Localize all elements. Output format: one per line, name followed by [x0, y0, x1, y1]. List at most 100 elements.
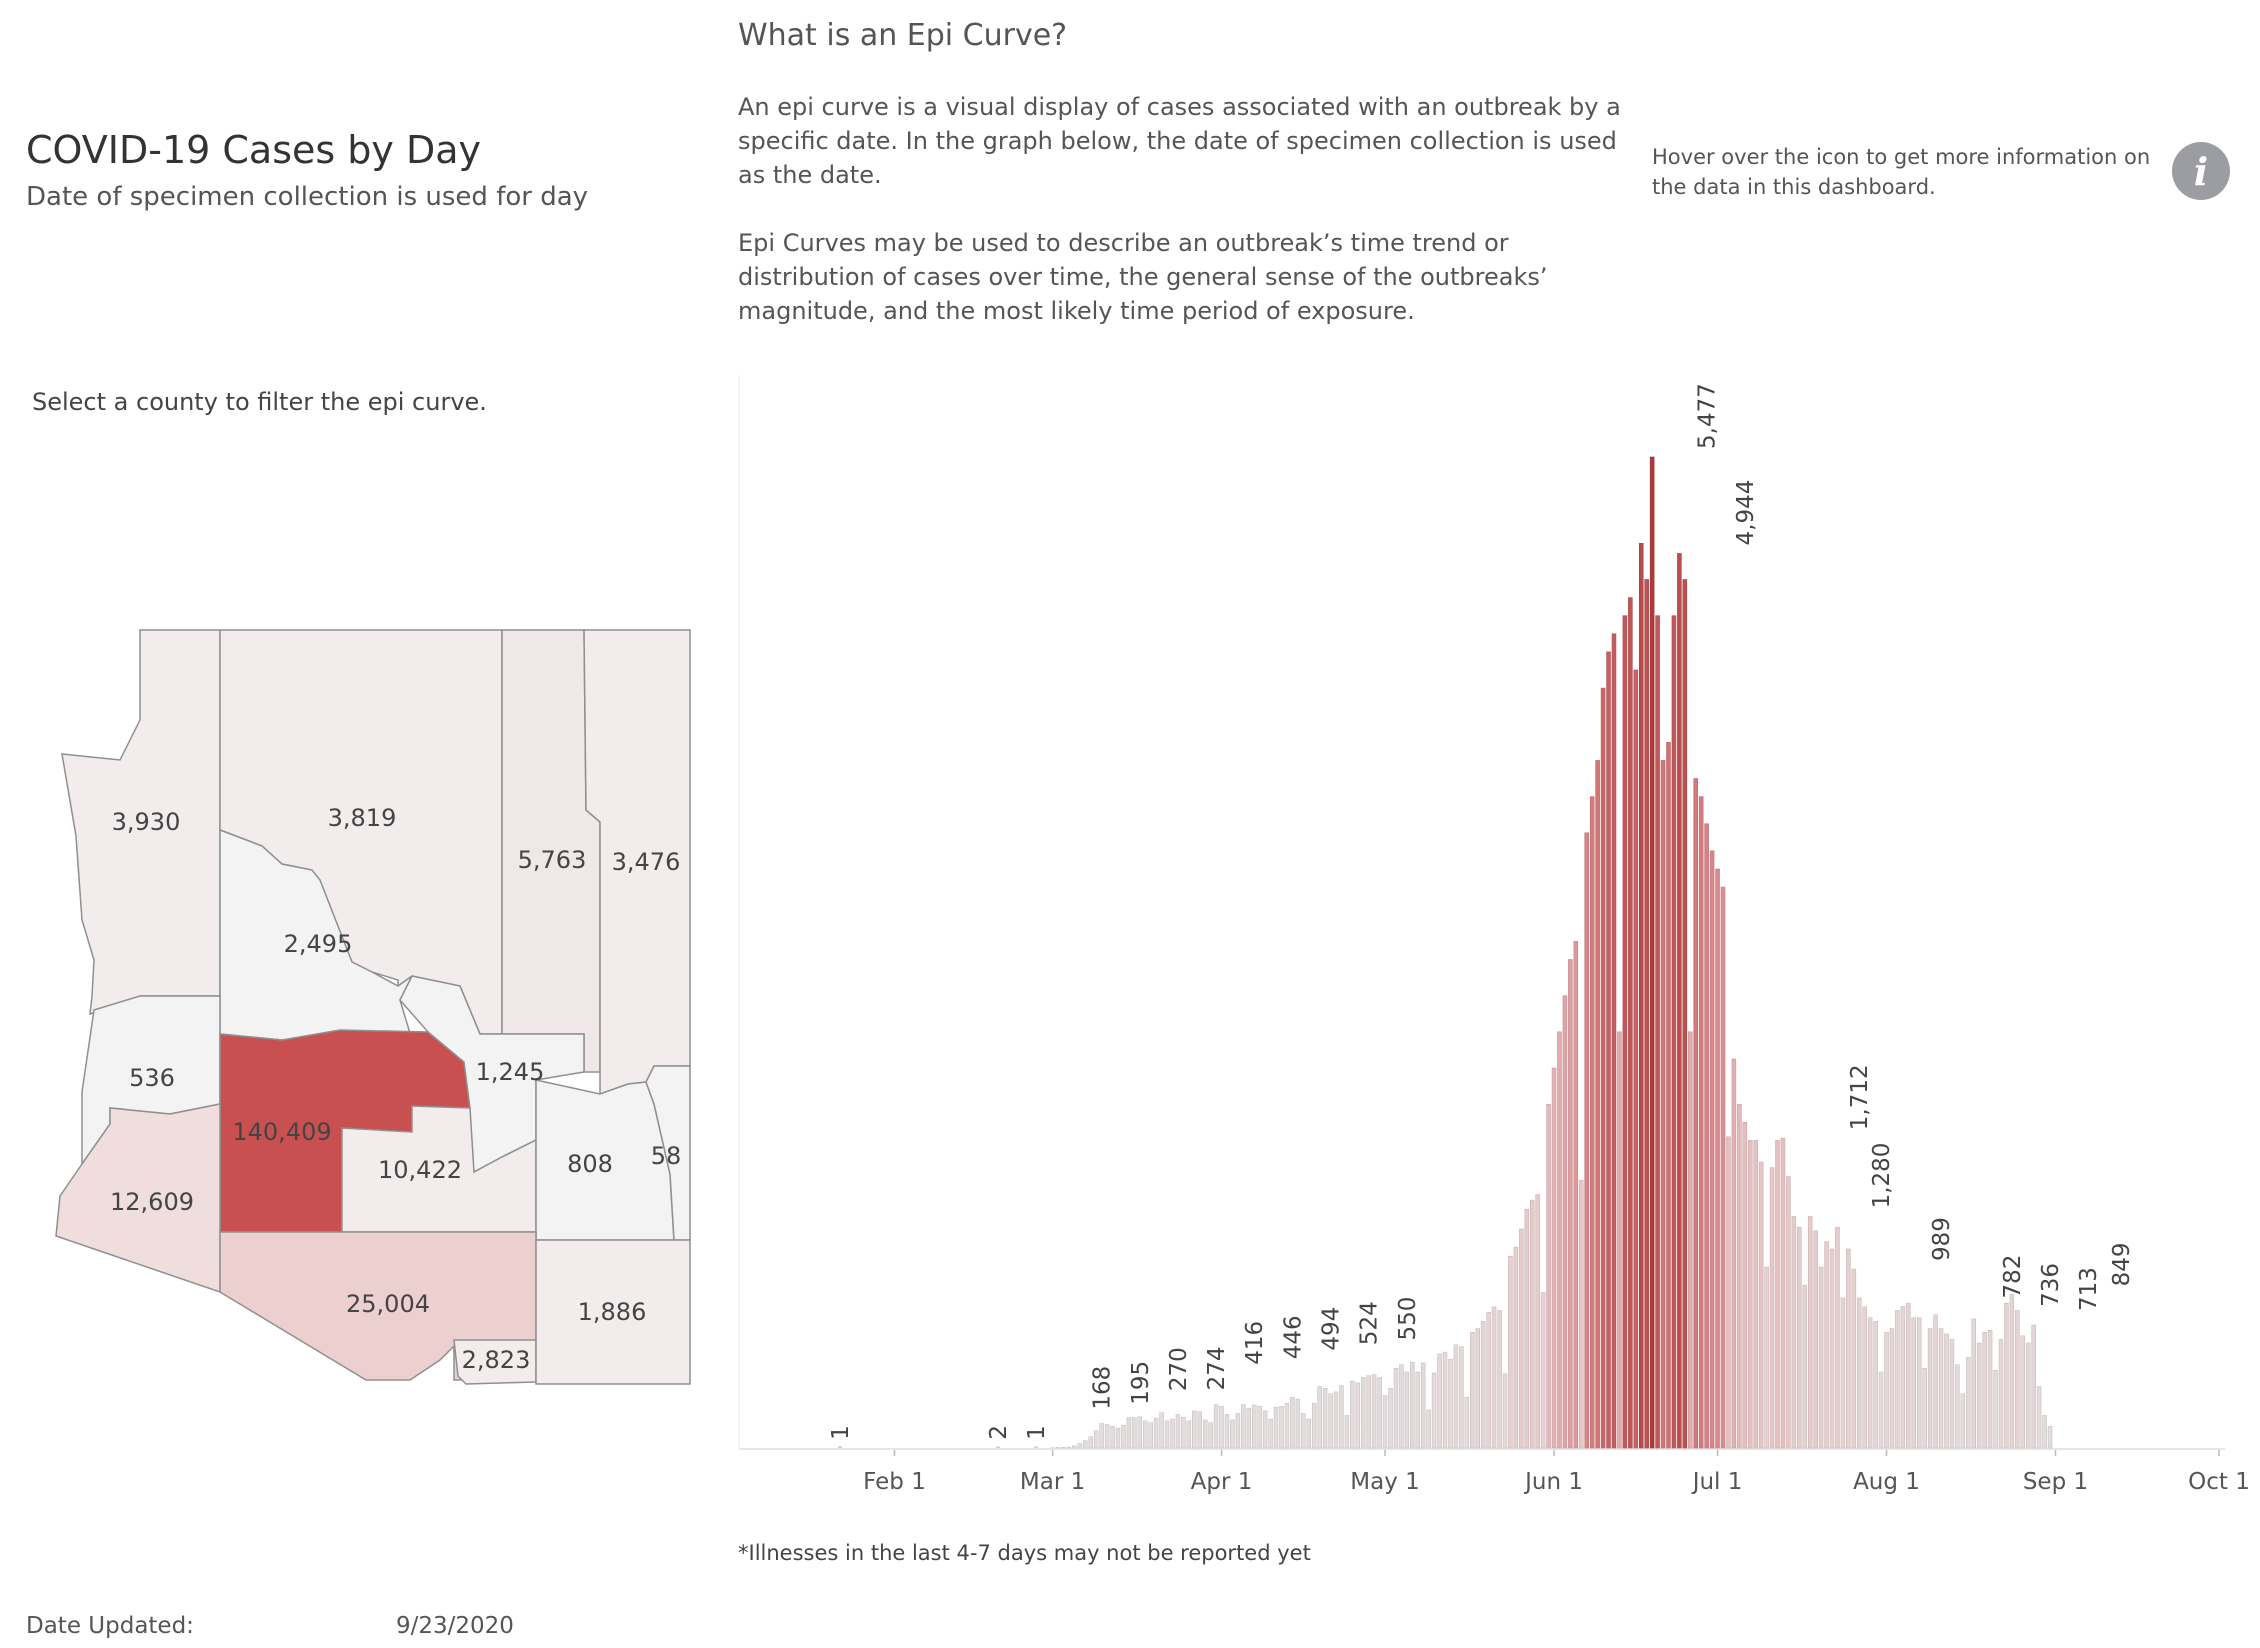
bar[interactable]: [1938, 1328, 1944, 1449]
bar[interactable]: [1219, 1406, 1224, 1449]
bar[interactable]: [1126, 1417, 1132, 1449]
bar[interactable]: [1595, 760, 1600, 1449]
bar[interactable]: [1589, 796, 1595, 1449]
bar[interactable]: [1611, 633, 1617, 1449]
bar[interactable]: [1966, 1357, 1971, 1449]
bar[interactable]: [1846, 1248, 1851, 1449]
bar[interactable]: [1856, 1297, 1862, 1449]
bar[interactable]: [1600, 687, 1606, 1449]
bar[interactable]: [1638, 543, 1644, 1449]
bar[interactable]: [1077, 1443, 1083, 1449]
bar[interactable]: [1769, 1167, 1775, 1449]
bar[interactable]: [1540, 1292, 1546, 1449]
bar[interactable]: [1415, 1371, 1421, 1449]
bar[interactable]: [1987, 1330, 1993, 1449]
bar[interactable]: [1519, 1228, 1524, 1449]
bar[interactable]: [1818, 1266, 1824, 1449]
bar[interactable]: [1791, 1216, 1797, 1449]
bar[interactable]: [1088, 1436, 1093, 1449]
bar[interactable]: [1906, 1302, 1911, 1449]
county-yuma[interactable]: [55, 1103, 221, 1294]
bar[interactable]: [1747, 1140, 1753, 1449]
bar[interactable]: [1442, 1351, 1448, 1449]
bar[interactable]: [1884, 1331, 1889, 1449]
bar[interactable]: [1497, 1310, 1502, 1449]
info-icon[interactable]: i: [2172, 142, 2230, 200]
bar[interactable]: [2020, 1335, 2026, 1449]
bar[interactable]: [1568, 959, 1573, 1449]
bar[interactable]: [1213, 1404, 1219, 1449]
bar[interactable]: [1382, 1395, 1388, 1449]
bar[interactable]: [2004, 1302, 2009, 1449]
bar[interactable]: [1279, 1406, 1284, 1449]
bar[interactable]: [1453, 1344, 1459, 1449]
bar[interactable]: [1284, 1402, 1290, 1449]
bar[interactable]: [1142, 1420, 1148, 1449]
bar[interactable]: [1072, 1445, 1077, 1449]
bar[interactable]: [1655, 615, 1660, 1449]
bar[interactable]: [1529, 1199, 1535, 1449]
bar[interactable]: [1606, 651, 1611, 1449]
bar[interactable]: [1944, 1333, 1949, 1449]
bar[interactable]: [1633, 669, 1639, 1449]
bar[interactable]: [1399, 1364, 1404, 1449]
bar[interactable]: [1420, 1362, 1426, 1449]
bar[interactable]: [1524, 1208, 1530, 1449]
bar[interactable]: [1546, 1103, 1551, 1449]
bar[interactable]: [2015, 1310, 2020, 1449]
bar[interactable]: [1557, 1031, 1562, 1449]
bar[interactable]: [1159, 1412, 1164, 1449]
bar[interactable]: [1671, 615, 1677, 1449]
bar[interactable]: [1257, 1406, 1262, 1449]
bar[interactable]: [1916, 1317, 1922, 1449]
bar[interactable]: [1491, 1306, 1497, 1449]
bar[interactable]: [1061, 1447, 1066, 1449]
bar[interactable]: [1115, 1427, 1121, 1449]
bar[interactable]: [1508, 1255, 1513, 1449]
bar[interactable]: [838, 1446, 842, 1449]
bar[interactable]: [1181, 1416, 1186, 1449]
bar[interactable]: [1693, 778, 1699, 1449]
bar[interactable]: [1715, 868, 1720, 1449]
bar[interactable]: [1404, 1371, 1410, 1449]
bar[interactable]: [1110, 1425, 1115, 1449]
bar[interactable]: [1955, 1364, 1960, 1449]
bar[interactable]: [1486, 1311, 1491, 1449]
bar[interactable]: [1688, 1031, 1693, 1449]
bar[interactable]: [1998, 1339, 2004, 1449]
bar[interactable]: [2031, 1324, 2036, 1449]
bar[interactable]: [1170, 1418, 1175, 1449]
bar[interactable]: [1513, 1246, 1519, 1449]
bar[interactable]: [1339, 1385, 1344, 1449]
bar[interactable]: [1737, 1103, 1742, 1449]
bar[interactable]: [1034, 1446, 1039, 1449]
bar[interactable]: [2047, 1425, 2053, 1449]
bar[interactable]: [1328, 1393, 1333, 1449]
bar[interactable]: [1459, 1346, 1464, 1449]
bar[interactable]: [1622, 615, 1628, 1449]
bar[interactable]: [1104, 1424, 1110, 1449]
bar[interactable]: [1900, 1306, 1906, 1449]
bar[interactable]: [1360, 1377, 1366, 1449]
bar[interactable]: [1786, 1176, 1791, 1449]
bar[interactable]: [1137, 1416, 1143, 1449]
bar[interactable]: [1426, 1409, 1431, 1449]
bar[interactable]: [1333, 1391, 1339, 1449]
bar[interactable]: [1775, 1140, 1780, 1449]
bar[interactable]: [1093, 1430, 1099, 1449]
bar[interactable]: [1475, 1328, 1480, 1449]
bar[interactable]: [1224, 1414, 1230, 1449]
bar[interactable]: [1753, 1140, 1758, 1449]
bar[interactable]: [1366, 1375, 1371, 1449]
bar[interactable]: [1262, 1410, 1268, 1449]
bar[interactable]: [1410, 1361, 1415, 1449]
bar[interactable]: [1971, 1318, 1976, 1449]
bar[interactable]: [1933, 1314, 1938, 1449]
bar[interactable]: [1317, 1386, 1322, 1449]
bar[interactable]: [1867, 1317, 1873, 1449]
bar[interactable]: [1649, 456, 1655, 1449]
bar[interactable]: [1562, 995, 1568, 1449]
bar[interactable]: [1807, 1216, 1813, 1449]
bar[interactable]: [1371, 1374, 1377, 1449]
bar[interactable]: [1251, 1404, 1257, 1449]
